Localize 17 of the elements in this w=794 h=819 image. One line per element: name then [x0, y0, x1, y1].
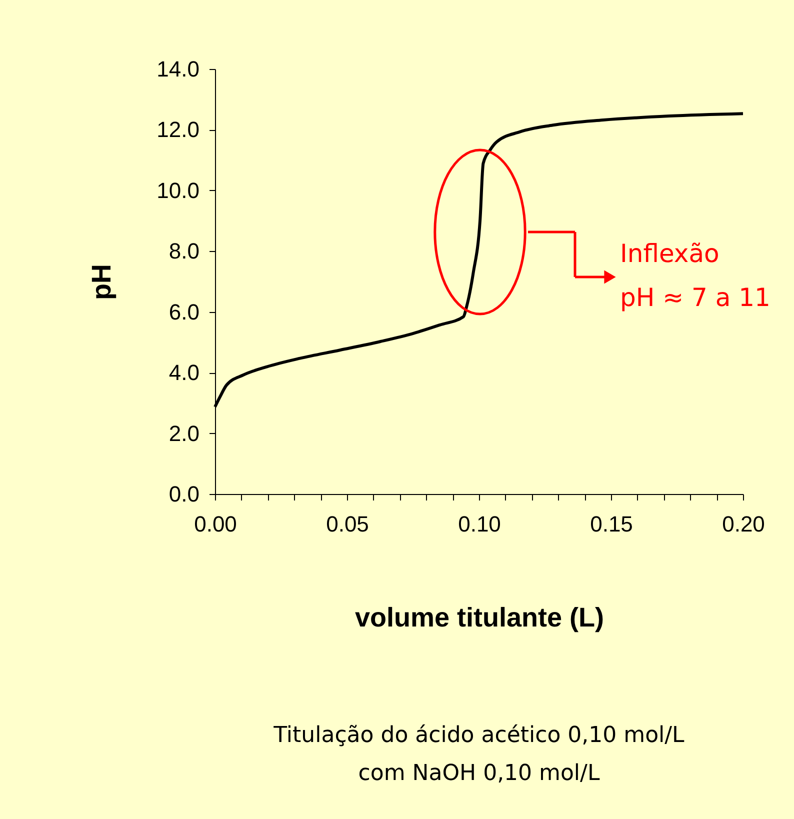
x-tick-label: 0.20: [722, 512, 765, 536]
y-tick-label: 10.0: [156, 178, 200, 203]
x-tick-label: 0.05: [326, 512, 369, 536]
x-axis-title: volume titulante (L): [355, 602, 604, 632]
y-tick-label: 4.0: [168, 360, 200, 386]
annotation: Inflexão pH ≈ 7 a 11: [620, 239, 770, 312]
y-tick-label: 6.0: [168, 299, 200, 324]
y-tick-label: 2.0: [168, 420, 200, 446]
x-tick-label: 0.00: [194, 512, 237, 536]
y-tick-label: 14.0: [156, 56, 200, 82]
y-axis-title: pH: [86, 264, 117, 300]
y-tick-label: 0.0: [168, 482, 200, 506]
text: Titulação do ácido acético 0,10 mol/L com NaOH 0,10 mol/L: [272, 723, 686, 786]
x-tick-label: 0.15: [590, 512, 633, 536]
y-tick-label: 8.0: [168, 238, 200, 264]
x-tick-label: 0.10: [458, 512, 501, 536]
y-tick-label: 12.0: [156, 117, 200, 142]
